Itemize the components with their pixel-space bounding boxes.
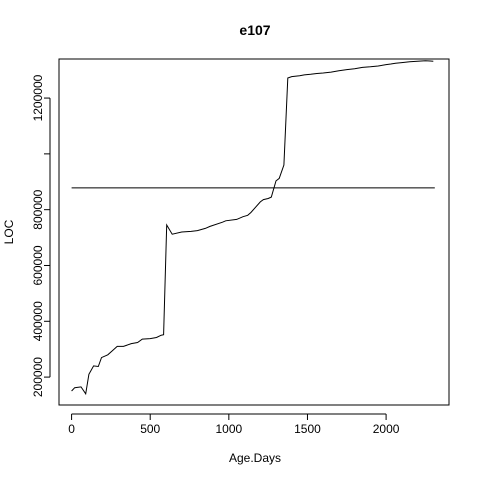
x-tick-label: 2000: [373, 422, 400, 436]
y-tick-label: 1200000: [31, 74, 45, 121]
series-layer: [71, 60, 435, 396]
y-tick-label: 400000: [31, 301, 45, 341]
y-axis: 200000 400000 600000 800000 1200000: [31, 74, 51, 397]
chart-title: e107: [239, 22, 270, 38]
y-axis-label: LOC: [2, 219, 16, 244]
y-tick-label: 200000: [31, 357, 45, 397]
x-tick-label: 0: [68, 422, 75, 436]
loc-series-line: [71, 60, 434, 396]
x-axis: 0 500 1000 1500 2000: [68, 413, 400, 436]
x-tick-label: 1000: [215, 422, 242, 436]
y-tick-label: 600000: [31, 245, 45, 285]
plot-frame: [58, 58, 450, 406]
x-tick-label: 1500: [294, 422, 321, 436]
x-tick-label: 500: [140, 422, 160, 436]
y-tick-label: 800000: [31, 189, 45, 229]
x-axis-label: Age.Days: [229, 451, 281, 465]
